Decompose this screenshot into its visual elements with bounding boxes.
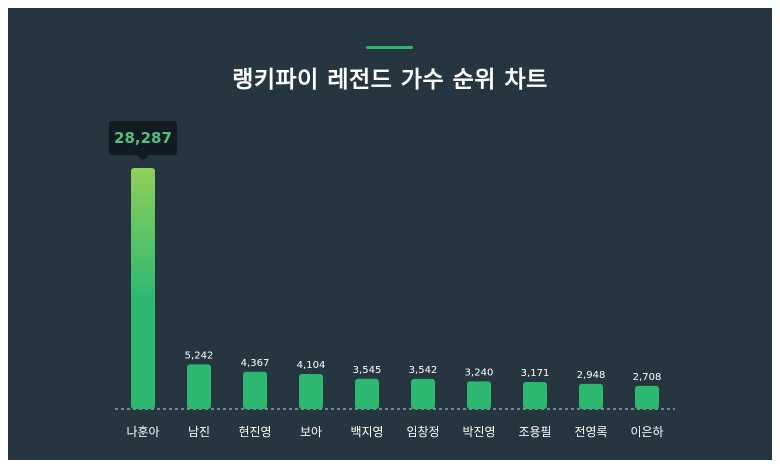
category-label: 현진영: [238, 425, 271, 439]
category-label: 박진영: [462, 425, 495, 439]
bar-value-label: 3,240: [465, 367, 494, 378]
bar-4: [299, 374, 323, 409]
bar-2: [187, 364, 211, 409]
category-label: 남진: [188, 425, 210, 439]
chart-title: 랭키파이 레전드 가수 순위 차트: [232, 67, 548, 93]
bar-value-label: 4,367: [241, 358, 270, 369]
category-label: 조용필: [518, 425, 551, 439]
bar-3: [243, 371, 267, 409]
bar-10: [635, 385, 659, 409]
value-tooltip: 28,287: [109, 121, 177, 155]
category-label: 나훈아: [126, 425, 159, 439]
category-label: 임창정: [406, 425, 439, 439]
bar-8: [523, 381, 547, 409]
category-label: 이은하: [630, 425, 663, 439]
bar-5: [355, 378, 379, 409]
category-label: 전영록: [574, 425, 607, 439]
category-label: 보아: [300, 425, 322, 439]
title-accent-bar: [366, 46, 413, 49]
bar-value-label: 2,948: [577, 370, 606, 381]
bar-value-label: 5,242: [185, 350, 214, 361]
bar-value-label: 3,542: [409, 365, 438, 376]
bar-value-label: 3,545: [353, 365, 382, 376]
bar-9: [579, 383, 603, 409]
bar-1: [131, 168, 155, 409]
bar-value-label: 2,708: [633, 372, 662, 383]
bar-7: [467, 381, 491, 409]
bar-value-label: 3,171: [521, 368, 550, 379]
bar-value-label: 4,104: [297, 360, 326, 371]
category-label: 백지영: [350, 425, 383, 439]
tooltip-pointer: [137, 155, 149, 161]
bar-6: [411, 378, 435, 409]
